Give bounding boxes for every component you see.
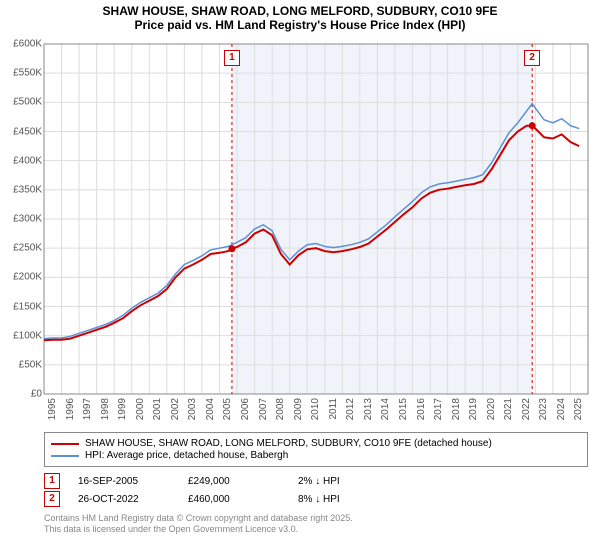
sale-row-marker: 1 [44, 473, 60, 489]
sale-row: 2 26-OCT-2022£460,0008% ↓ HPI [44, 491, 588, 507]
legend-row: HPI: Average price, detached house, Babe… [51, 450, 581, 461]
sale-row-marker: 2 [44, 491, 60, 507]
legend-swatch [51, 443, 79, 445]
sale-marker-box: 1 [224, 50, 240, 66]
sale-row-delta: 2% ↓ HPI [298, 476, 408, 487]
legend-row: SHAW HOUSE, SHAW ROAD, LONG MELFORD, SUD… [51, 438, 581, 449]
legend-swatch [51, 455, 79, 457]
footnote-line2: This data is licensed under the Open Gov… [44, 524, 588, 535]
sale-row-date: 26-OCT-2022 [78, 494, 188, 505]
sale-row-delta: 8% ↓ HPI [298, 494, 408, 505]
footnote: Contains HM Land Registry data © Crown c… [44, 513, 588, 535]
sale-row-price: £249,000 [188, 476, 298, 487]
footnote-line1: Contains HM Land Registry data © Crown c… [44, 513, 588, 524]
chart-container: SHAW HOUSE, SHAW ROAD, LONG MELFORD, SUD… [0, 0, 600, 560]
sale-row-date: 16-SEP-2005 [78, 476, 188, 487]
legend: SHAW HOUSE, SHAW ROAD, LONG MELFORD, SUD… [44, 432, 588, 467]
sale-row: 1 16-SEP-2005£249,0002% ↓ HPI [44, 473, 588, 489]
sale-row-price: £460,000 [188, 494, 298, 505]
sale-markers: 12 [0, 0, 600, 440]
legend-label: SHAW HOUSE, SHAW ROAD, LONG MELFORD, SUD… [85, 438, 492, 449]
sale-marker-box: 2 [524, 50, 540, 66]
sales-table: 1 16-SEP-2005£249,0002% ↓ HPI 2 26-OCT-2022… [44, 473, 588, 507]
legend-label: HPI: Average price, detached house, Babe… [85, 450, 288, 461]
